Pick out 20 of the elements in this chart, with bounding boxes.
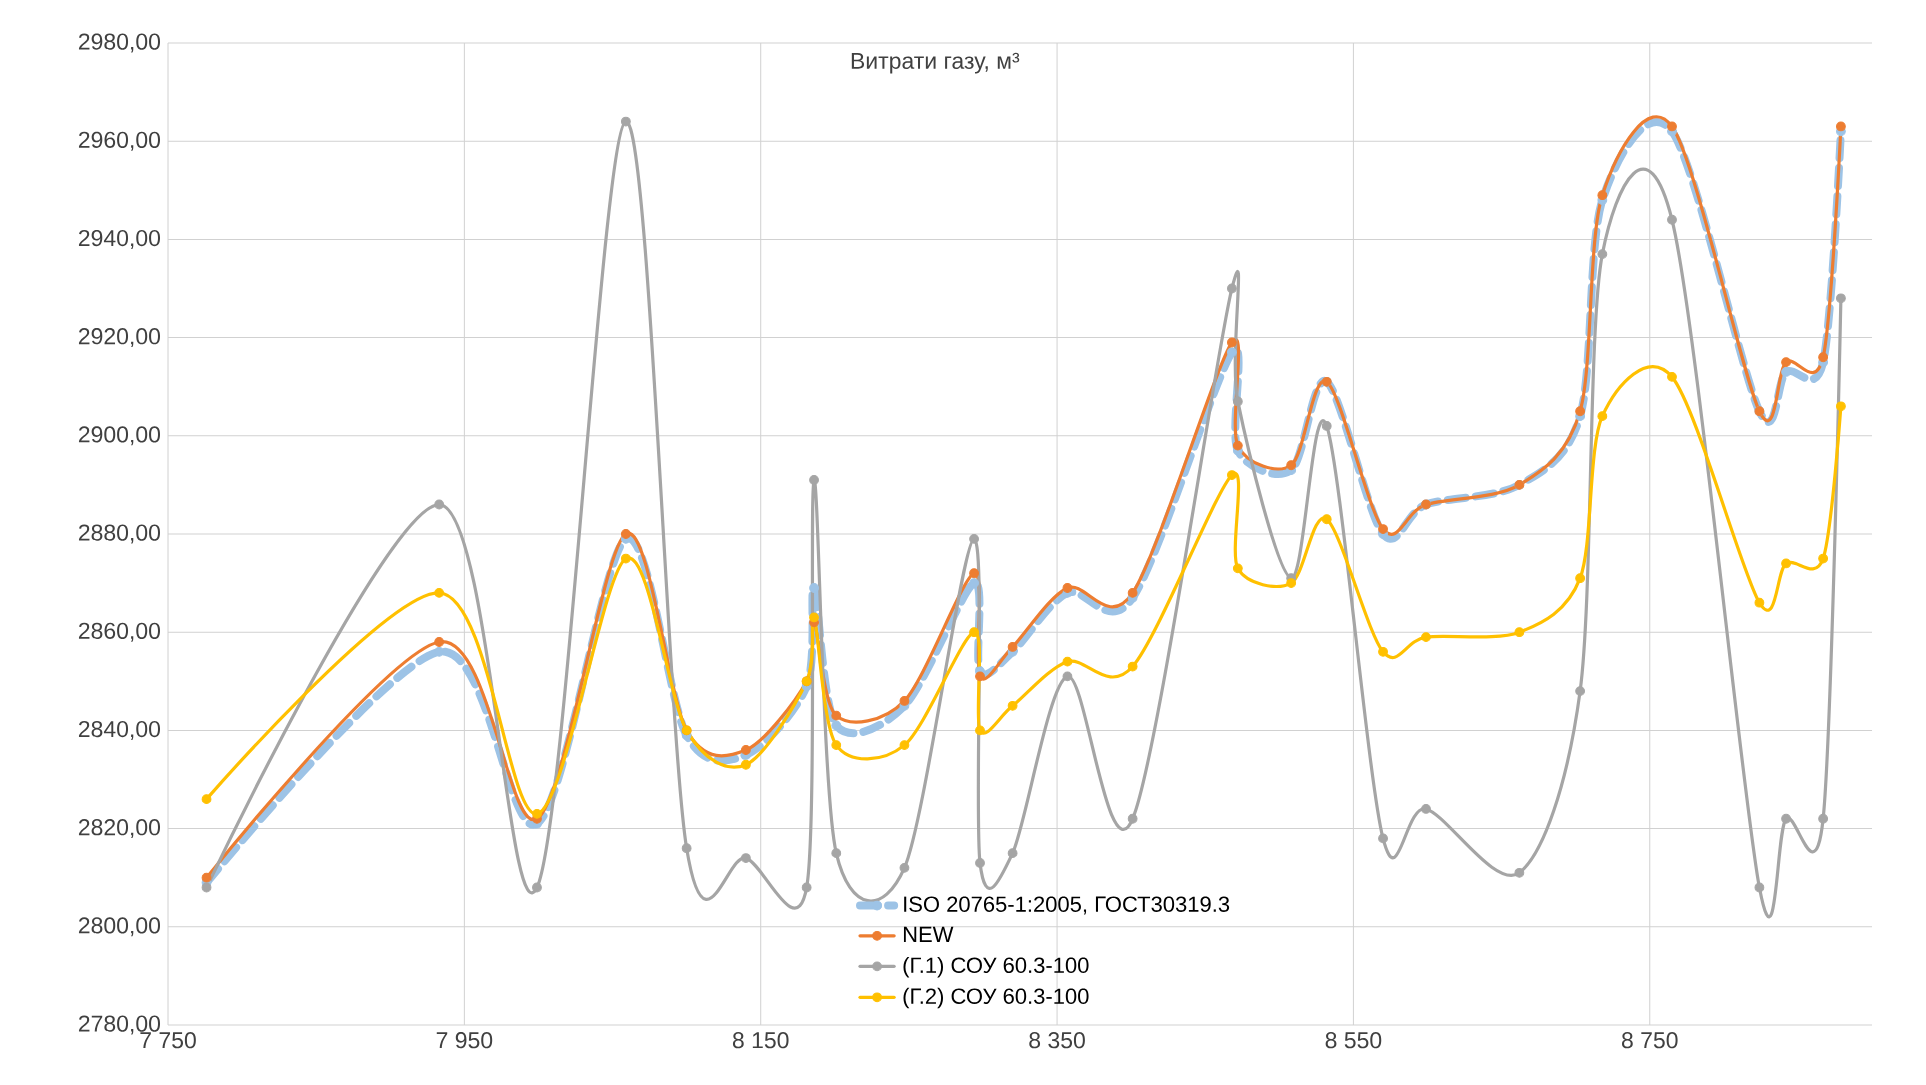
x-tick-label: 8 150 xyxy=(732,1032,789,1049)
legend-label: (Г.2) СОУ 60.3-100 xyxy=(903,987,1089,1009)
x-tick-label: 8 750 xyxy=(1621,1032,1678,1049)
chart-title: Витрати газу, м³ xyxy=(851,52,1020,74)
x-tick-label: 8 350 xyxy=(1029,1032,1085,1049)
y-tick-label: 2940,00 xyxy=(78,229,161,249)
y-tick-label: 2920,00 xyxy=(78,328,161,348)
y-tick-label: 2960,00 xyxy=(78,131,161,151)
x-tick-label: 7 950 xyxy=(436,1032,493,1049)
y-tick-label: 2980,00 xyxy=(78,33,161,53)
y-tick-label: 2800,00 xyxy=(78,917,161,937)
y-tick-label: 2900,00 xyxy=(78,426,161,446)
legend-label: ISO 20765-1:2005, ГОСТ30319.3 xyxy=(904,896,1230,915)
y-tick-label: 2860,00 xyxy=(78,622,161,642)
legend-label: NEW xyxy=(903,926,954,942)
y-tick-label: 2840,00 xyxy=(78,720,161,740)
x-tick-label: 8 550 xyxy=(1325,1032,1382,1049)
y-tick-label: 2820,00 xyxy=(78,819,161,839)
y-tick-label: 2880,00 xyxy=(78,524,161,544)
legend-label: (Г.1) СОУ 60.3-100 xyxy=(903,956,1089,978)
